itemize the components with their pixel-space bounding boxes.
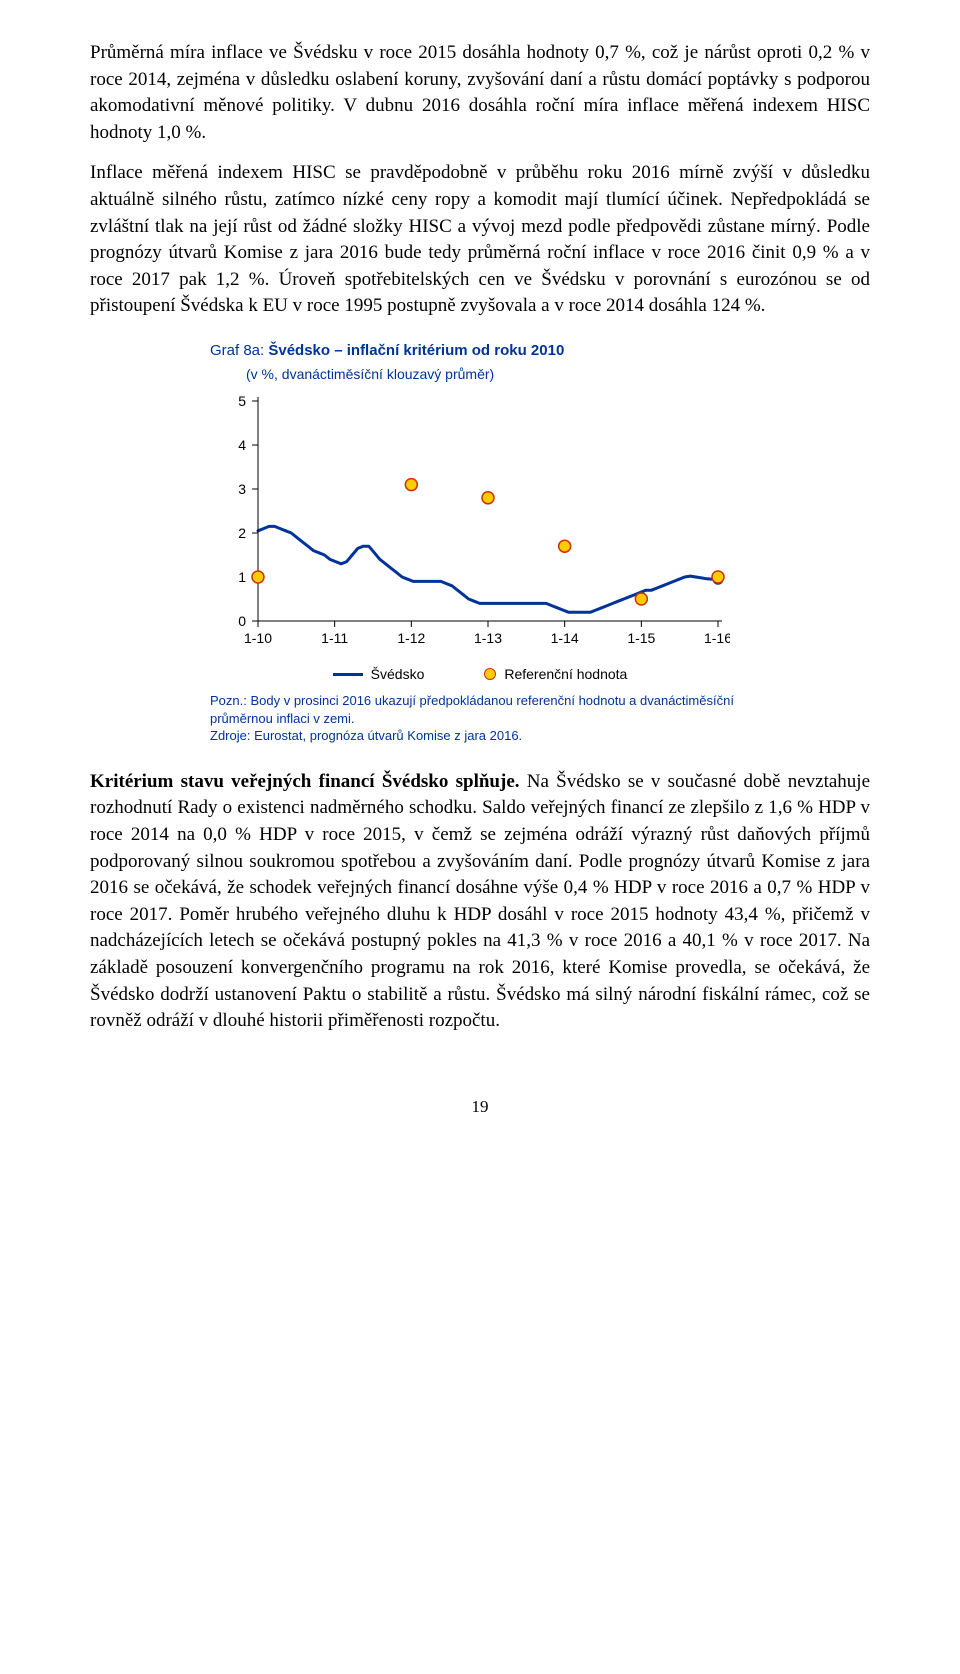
chart-reference-point (482, 491, 494, 503)
chart-reference-point (712, 571, 724, 583)
chart-title-prefix: Graf 8a: (210, 342, 268, 359)
chart-svg: 0 1 2 3 4 5 1-10 1-11 1-12 1-13 1-14 1-15 1-16 (210, 389, 730, 659)
y-tick-label: 2 (238, 525, 246, 541)
x-tick-label: 1-15 (627, 630, 655, 646)
legend-circle-swatch (484, 668, 496, 680)
x-tick-label: 1-10 (244, 630, 272, 646)
y-tick-label: 5 (238, 393, 246, 409)
chart-container: Graf 8a: Švédsko – inflační kritérium od… (210, 340, 750, 745)
y-tick-label: 4 (238, 437, 246, 453)
paragraph-3-bold: Kritérium stavu veřejných financí Švédsk… (90, 771, 520, 792)
y-tick-label: 1 (238, 569, 246, 585)
chart-title-bold: Švédsko – inflační kritérium od roku 201… (268, 342, 564, 359)
paragraph-2: Inflace měřená indexem HISC se pravděpod… (90, 160, 870, 320)
legend-item-line: Švédsko (333, 665, 425, 685)
y-tick-label: 3 (238, 481, 246, 497)
chart-reference-point (252, 571, 264, 583)
chart-reference-point (559, 540, 571, 552)
chart-reference-point (635, 593, 647, 605)
chart-title: Graf 8a: Švédsko – inflační kritérium od… (210, 340, 750, 361)
chart-subtitle: (v %, dvanáctiměsíční klouzavý průměr) (246, 365, 750, 385)
chart-plot-area: 0 1 2 3 4 5 1-10 1-11 1-12 1-13 1-14 1-15 1-16 (210, 389, 730, 659)
chart-note-line1: Pozn.: Body v prosinci 2016 ukazují před… (210, 692, 750, 727)
paragraph-1: Průměrná míra inflace ve Švédsku v roce … (90, 40, 870, 146)
chart-reference-point (405, 478, 417, 490)
legend-line-label: Švédsko (371, 665, 425, 685)
page-number: 19 (90, 1095, 870, 1119)
x-tick-label: 1-13 (474, 630, 502, 646)
paragraph-3-rest: Na Švédsko se v současné době nevztahuje… (90, 771, 870, 1031)
legend-item-ref: Referenční hodnota (484, 665, 627, 685)
legend-ref-label: Referenční hodnota (504, 665, 627, 685)
chart-note: Pozn.: Body v prosinci 2016 ukazují před… (210, 692, 750, 745)
x-tick-label: 1-14 (551, 630, 579, 646)
x-tick-label: 1-12 (397, 630, 425, 646)
y-tick-label: 0 (238, 613, 246, 629)
chart-line-sweden (258, 526, 718, 612)
x-tick-label: 1-16 (704, 630, 730, 646)
chart-note-line2: Zdroje: Eurostat, prognóza útvarů Komise… (210, 727, 750, 745)
legend-line-swatch (333, 673, 363, 676)
paragraph-3: Kritérium stavu veřejných financí Švédsk… (90, 769, 870, 1035)
chart-legend: Švédsko Referenční hodnota (210, 665, 750, 685)
x-tick-label: 1-11 (321, 630, 348, 646)
